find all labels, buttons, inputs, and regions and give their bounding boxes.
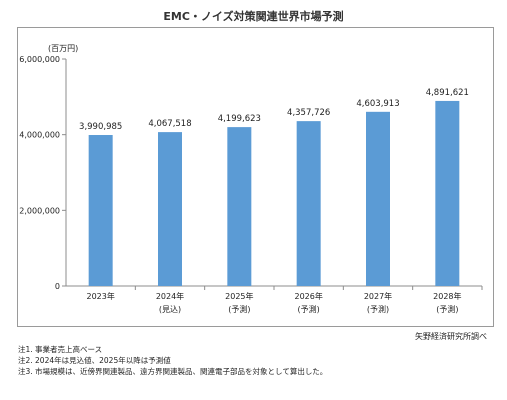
bar: [227, 127, 252, 287]
x-tick-sublabel: (予測): [367, 304, 389, 314]
x-tick-label: 2023年: [86, 291, 114, 301]
footnote-3: 注3. 市場規模は、近傍界関連製品、遠方界関連製品、関連電子部品を対象として算出…: [18, 367, 328, 376]
footnote-2: 注2. 2024年は見込値、2025年以降は予測値: [18, 356, 171, 365]
y-axis-unit-label: (百万円): [48, 44, 79, 53]
bar-value-label: 3,990,985: [79, 122, 122, 132]
source-credit: 矢野経済研究所調べ: [415, 332, 487, 341]
x-tick-label: 2024年: [156, 291, 184, 301]
x-tick-label: 2025年: [225, 291, 253, 301]
footnote-1: 注1. 事業者売上高ベース: [18, 345, 103, 354]
bar: [158, 132, 182, 286]
x-tick-label: 2028年: [433, 291, 461, 301]
chart-title: EMC・ノイズ対策関連世界市場予測: [163, 10, 344, 23]
bar-value-label: 4,067,518: [148, 119, 191, 129]
y-tick-label: 6,000,000: [19, 55, 60, 64]
x-tick-sublabel: (予測): [436, 304, 458, 314]
bar: [88, 135, 113, 286]
footnotes: 注1. 事業者売上高ベース 注2. 2024年は見込値、2025年以降は予測値 …: [18, 344, 327, 377]
bar-value-label: 4,199,623: [218, 114, 261, 124]
chart-frame: [17, 27, 494, 327]
bar-value-label: 4,891,621: [426, 88, 469, 98]
bar: [366, 111, 390, 286]
y-tick-label: 4,000,000: [19, 131, 60, 140]
x-tick-sublabel: (予測): [228, 304, 250, 314]
bar-value-label: 4,603,913: [356, 99, 399, 109]
bar: [296, 121, 321, 287]
y-tick-label: 0: [55, 282, 60, 291]
bar: [435, 100, 460, 286]
bar-value-label: 4,357,726: [287, 108, 330, 118]
x-tick-sublabel: (予測): [298, 304, 320, 314]
x-tick-label: 2026年: [294, 291, 322, 301]
y-tick-label: 2,000,000: [19, 206, 60, 215]
x-tick-sublabel: (見込): [159, 305, 181, 314]
x-tick-label: 2027年: [364, 291, 392, 301]
